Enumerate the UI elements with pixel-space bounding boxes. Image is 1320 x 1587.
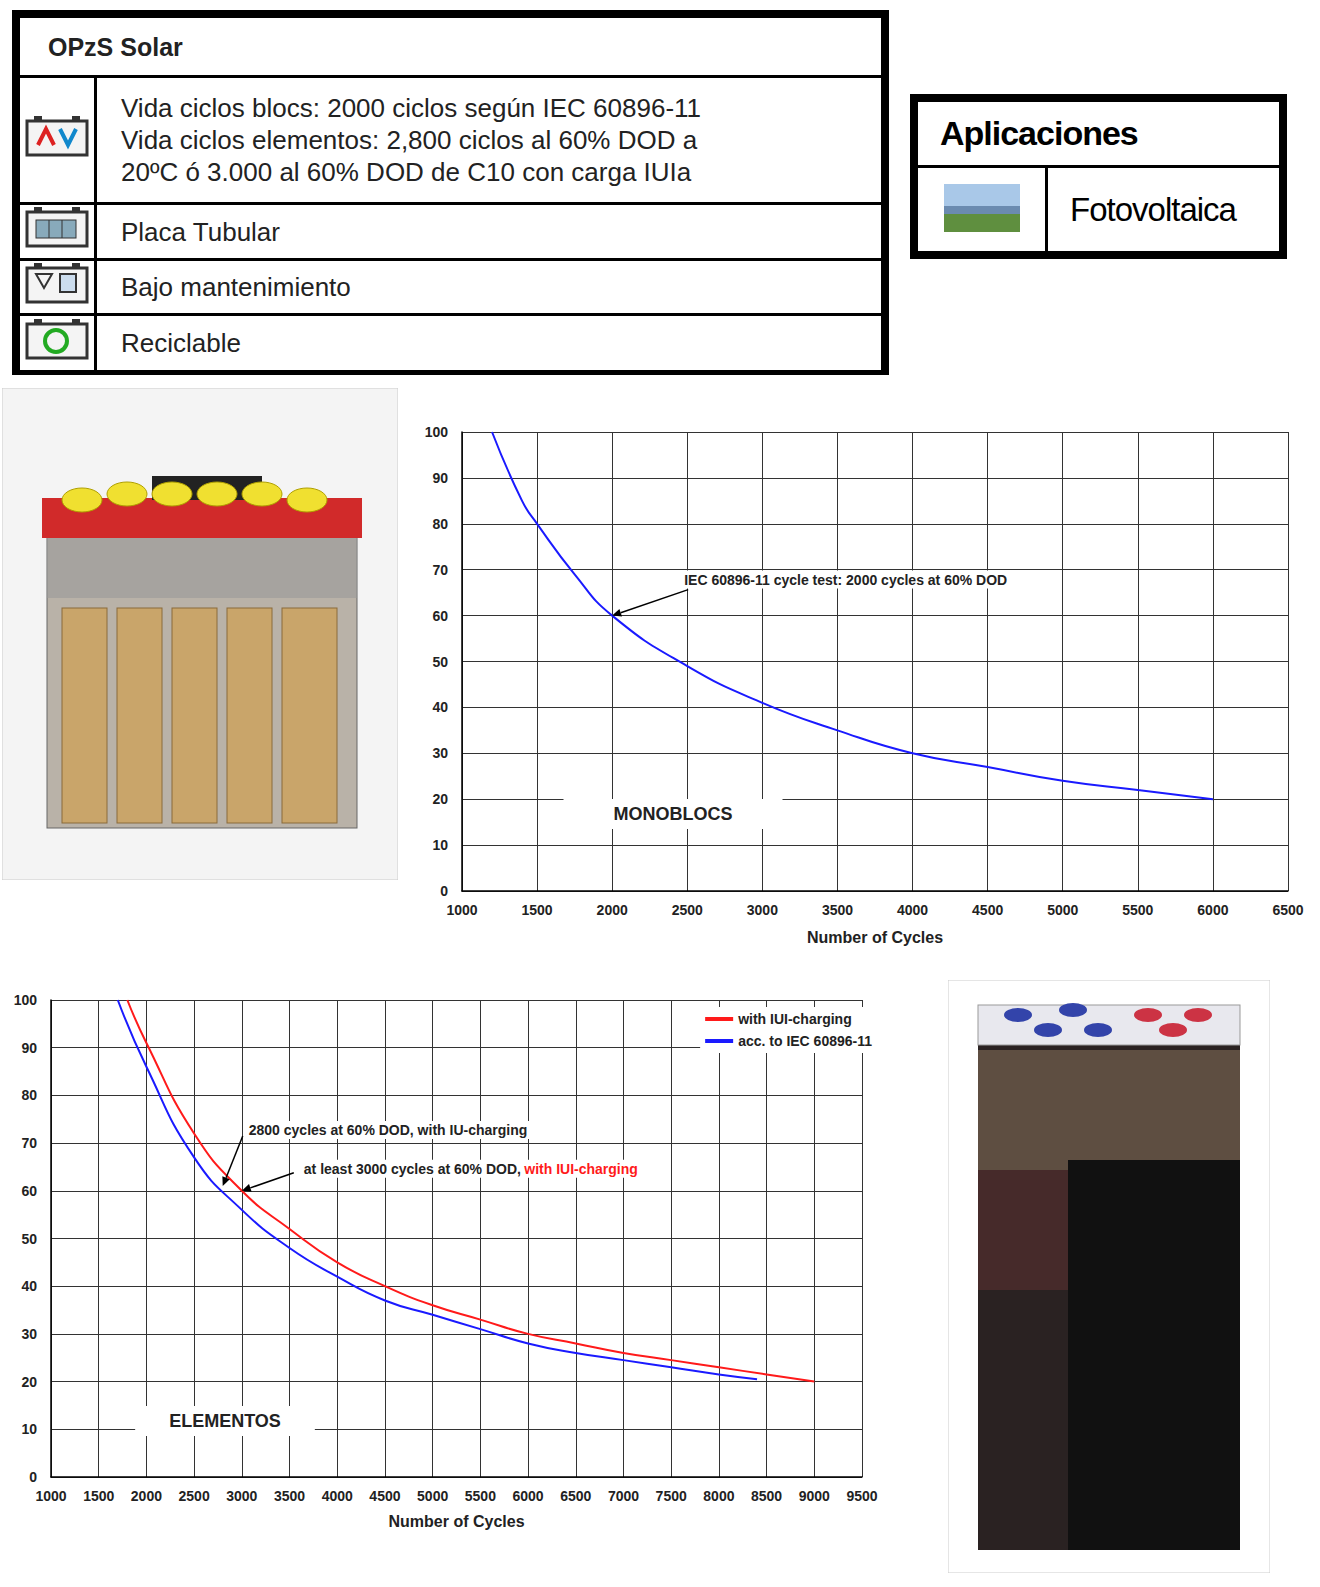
svg-text:2500: 2500	[672, 902, 703, 918]
html-text:Aplicaciones: Aplicaciones	[940, 114, 1138, 153]
svg-text:90: 90	[21, 1040, 37, 1056]
svg-text:0: 0	[440, 883, 448, 899]
svg-text:70: 70	[21, 1135, 37, 1151]
html-text:Vida ciclos elementos: 2,800 c: Vida ciclos elementos: 2,800 ciclos al 6…	[121, 125, 698, 155]
svg-text:80: 80	[21, 1087, 37, 1103]
html-text:Vida ciclos blocs: 2000 ciclos: Vida ciclos blocs: 2000 ciclos según IEC…	[121, 93, 702, 123]
svg-text:ELEMENTOS: ELEMENTOS	[169, 1411, 281, 1431]
svg-text:10: 10	[21, 1421, 37, 1437]
html-text:Bajo mantenimiento: Bajo mantenimiento	[121, 272, 351, 302]
svg-text:5500: 5500	[1122, 902, 1153, 918]
svg-text:6500: 6500	[1272, 902, 1303, 918]
svg-text:90: 90	[432, 470, 448, 486]
svg-text:10: 10	[432, 837, 448, 853]
svg-text:40: 40	[21, 1278, 37, 1294]
svg-text:at least 3000 cycles at 60% DO: at least 3000 cycles at 60% DOD,	[304, 1161, 521, 1177]
svg-text:6000: 6000	[1197, 902, 1228, 918]
svg-text:60: 60	[21, 1183, 37, 1199]
svg-text:with IUI-charging: with IUI-charging	[523, 1161, 638, 1177]
svg-text:5000: 5000	[417, 1488, 448, 1504]
svg-text:3500: 3500	[274, 1488, 305, 1504]
svg-text:MONOBLOCS: MONOBLOCS	[614, 804, 733, 824]
svg-text:4000: 4000	[897, 902, 928, 918]
svg-text:5500: 5500	[465, 1488, 496, 1504]
html-text:Fotovoltaica: Fotovoltaica	[1070, 190, 1236, 228]
svg-text:3000: 3000	[226, 1488, 257, 1504]
svg-text:50: 50	[21, 1231, 37, 1247]
svg-text:8000: 8000	[703, 1488, 734, 1504]
svg-text:5000: 5000	[1047, 902, 1078, 918]
svg-text:9000: 9000	[799, 1488, 830, 1504]
svg-text:20: 20	[21, 1374, 37, 1390]
svg-text:2500: 2500	[179, 1488, 210, 1504]
svg-text:4000: 4000	[322, 1488, 353, 1504]
svg-text:50: 50	[432, 654, 448, 670]
svg-text:2000: 2000	[597, 902, 628, 918]
svg-text:40: 40	[432, 699, 448, 715]
svg-text:20: 20	[432, 791, 448, 807]
svg-text:100: 100	[425, 424, 449, 440]
svg-text:acc. to IEC 60896-11: acc. to IEC 60896-11	[738, 1033, 872, 1049]
svg-text:3000: 3000	[747, 902, 778, 918]
svg-text:4500: 4500	[369, 1488, 400, 1504]
svg-text:100: 100	[14, 992, 38, 1008]
svg-text:0: 0	[29, 1469, 37, 1485]
svg-text:2000: 2000	[131, 1488, 162, 1504]
svg-text:Number of Cycles: Number of Cycles	[807, 929, 943, 946]
svg-text:1000: 1000	[446, 902, 477, 918]
svg-text:6000: 6000	[512, 1488, 543, 1504]
svg-text:7000: 7000	[608, 1488, 639, 1504]
svg-text:4500: 4500	[972, 902, 1003, 918]
svg-text:IEC 60896-11 cycle test: 2000: IEC 60896-11 cycle test: 2000 cycles at …	[684, 572, 1007, 588]
svg-text:70: 70	[432, 562, 448, 578]
html-text:Placa Tubular: Placa Tubular	[121, 216, 280, 247]
svg-text:8500: 8500	[751, 1488, 782, 1504]
svg-text:30: 30	[21, 1326, 37, 1342]
svg-text:7500: 7500	[656, 1488, 687, 1504]
svg-text:1500: 1500	[83, 1488, 114, 1504]
html-text:OPzS Solar: OPzS Solar	[48, 32, 183, 61]
svg-text:2800 cycles at 60% DOD, with I: 2800 cycles at 60% DOD, with IU-charging	[249, 1122, 528, 1138]
html-text:20ºC ó 3.000 al 60% DOD de C10: 20ºC ó 3.000 al 60% DOD de C10 con carga…	[121, 157, 692, 187]
svg-text:9500: 9500	[846, 1488, 877, 1504]
html-text:Reciclable: Reciclable	[121, 328, 241, 358]
svg-text:Number of Cycles: Number of Cycles	[388, 1513, 524, 1530]
svg-text:30: 30	[432, 745, 448, 761]
svg-text:6500: 6500	[560, 1488, 591, 1504]
svg-text:1000: 1000	[35, 1488, 66, 1504]
svg-text:3500: 3500	[822, 902, 853, 918]
svg-text:60: 60	[432, 608, 448, 624]
svg-text:1500: 1500	[522, 902, 553, 918]
svg-text:80: 80	[432, 516, 448, 532]
svg-text:with IUI-charging: with IUI-charging	[737, 1011, 852, 1027]
